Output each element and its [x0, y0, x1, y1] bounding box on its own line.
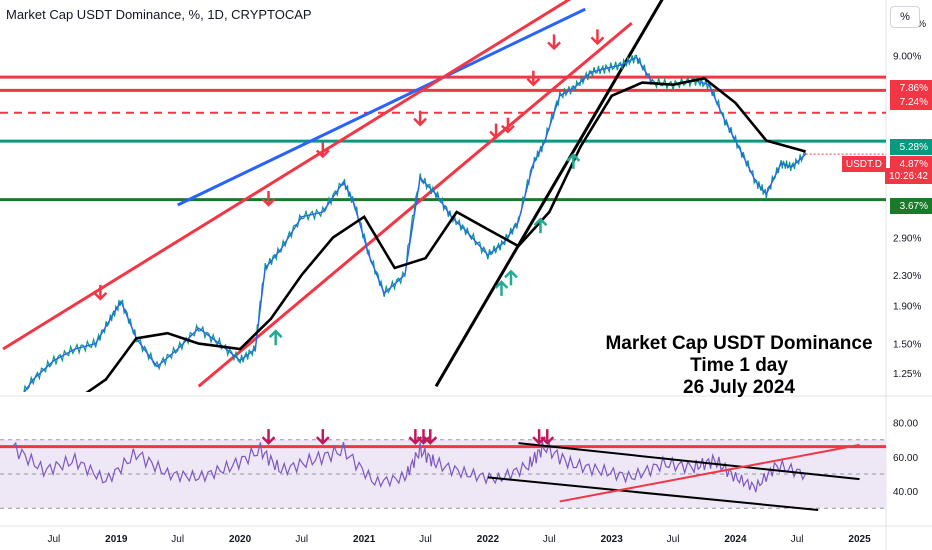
chart-annotation-text: Market Cap USDT Dominance Time 1 day 26 …: [600, 333, 878, 399]
up-arrow-4: [566, 153, 581, 169]
down-arrow-8: [590, 29, 605, 46]
rsi-series-line: [12, 440, 807, 493]
badge-level-528: 5.28%: [890, 139, 932, 155]
trendline-blue-0: [177, 7, 586, 207]
price-tick-label: 9.00%: [893, 51, 921, 62]
down-arrow-5: [501, 117, 515, 134]
trendline-red-1: [2, 0, 572, 351]
price-tick-label: 1.50%: [893, 340, 921, 351]
rsi-trendline-2: [559, 443, 860, 503]
time-tick-label: 2021: [353, 534, 376, 545]
rsi-down-arrow-1: [315, 429, 330, 445]
up-arrow-1: [494, 280, 509, 296]
price-tick-label: 2.90%: [893, 234, 921, 245]
price-tick-label: 1.25%: [893, 369, 921, 380]
price-tick-label: 2.30%: [893, 271, 921, 282]
time-tick-label: Jul: [543, 534, 556, 545]
time-tick-label: Jul: [791, 534, 804, 545]
down-arrow-3: [413, 110, 427, 127]
up-arrow-3: [533, 217, 548, 234]
down-arrow-4: [489, 123, 503, 140]
badge-level-786: 7.86%: [890, 80, 932, 96]
ma-series-line: [85, 77, 806, 392]
rsi-pane: [0, 429, 886, 511]
time-tick-label: 2019: [105, 534, 128, 545]
trendline-black-3: [434, 0, 664, 388]
main-pane: [0, 0, 886, 392]
time-tick-label: 2025: [848, 534, 871, 545]
time-tick-label: 2022: [477, 534, 500, 545]
time-tick-label: 2020: [229, 534, 252, 545]
percent-scale-button[interactable]: %: [890, 6, 920, 28]
annotation-line-3: 26 July 2024: [683, 377, 795, 398]
up-arrow-0: [268, 329, 283, 346]
price-tick-label: 1.90%: [893, 302, 921, 313]
down-arrow-0: [93, 284, 108, 301]
price-series-line: [23, 54, 807, 392]
badge-level-724: 7.24%: [890, 94, 932, 110]
rsi-tick-label: 60.00: [893, 453, 918, 464]
badge-countdown: 10:26:42: [885, 168, 932, 184]
time-tick-label: Jul: [667, 534, 680, 545]
badge-level-367: 3.67%: [890, 198, 932, 214]
rsi-down-arrow-6: [540, 429, 555, 445]
rsi-down-arrow-4: [423, 429, 438, 445]
time-tick-label: Jul: [295, 534, 308, 545]
annotation-line-2: Time 1 day: [690, 355, 788, 376]
down-arrow-7: [547, 34, 561, 51]
up-arrow-2: [504, 269, 518, 286]
down-arrow-2: [315, 142, 330, 159]
time-tick-label: Jul: [419, 534, 432, 545]
down-arrow-6: [526, 70, 541, 87]
annotation-line-1: Market Cap USDT Dominance: [605, 333, 873, 354]
rsi-trendline-0: [518, 442, 860, 481]
rsi-tick-label: 40.00: [893, 487, 918, 498]
time-tick-label: Jul: [48, 534, 61, 545]
badge-symbol: USDT.D: [841, 156, 886, 172]
symbol-title[interactable]: Market Cap USDT Dominance, %, 1D, CRYPTO…: [6, 7, 312, 22]
time-tick-label: Jul: [171, 534, 184, 545]
time-tick-label: 2024: [724, 534, 747, 545]
time-tick-label: 2023: [601, 534, 624, 545]
rsi-down-arrow-0: [261, 429, 276, 445]
down-arrow-1: [261, 191, 276, 207]
rsi-tick-label: 80.00: [893, 419, 918, 430]
rsi-trendline-1: [487, 476, 819, 511]
